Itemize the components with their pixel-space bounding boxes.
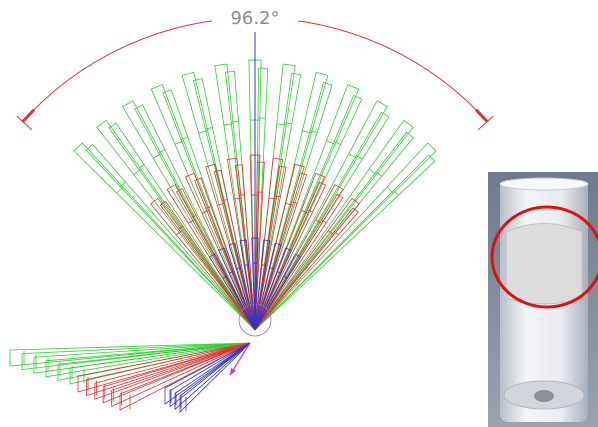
side-beam xyxy=(164,342,251,405)
detection-beam xyxy=(254,165,287,331)
extension-line xyxy=(16,115,33,131)
sensor-led xyxy=(534,390,554,402)
detection-beam xyxy=(254,154,436,331)
detection-beam xyxy=(254,157,284,331)
detection-beam xyxy=(254,197,360,331)
detection-beam xyxy=(208,253,256,331)
detection-beam xyxy=(108,122,256,331)
detection-beam xyxy=(213,169,256,331)
detection-beam xyxy=(254,242,282,331)
detection-beam xyxy=(254,72,302,331)
detection-beam xyxy=(175,188,256,331)
side-beam xyxy=(174,342,251,411)
detection-beam xyxy=(254,181,327,331)
detection-beam xyxy=(159,200,256,331)
detection-beam xyxy=(254,95,363,331)
detection-beam xyxy=(254,253,302,331)
detection-beam xyxy=(254,207,359,331)
sensor-photo xyxy=(488,172,598,427)
detection-beam xyxy=(218,247,256,331)
detection-beam xyxy=(254,239,271,331)
top-view-pattern xyxy=(73,59,437,337)
detection-beam xyxy=(239,239,256,331)
extension-line xyxy=(477,115,494,131)
detection-beam xyxy=(254,193,344,331)
detection-beam xyxy=(150,197,256,331)
detection-beam xyxy=(254,247,292,331)
detection-beam xyxy=(226,157,256,331)
arrow-head xyxy=(474,108,489,123)
detection-beam xyxy=(254,161,265,331)
detection-beam xyxy=(85,143,256,331)
detection-beam xyxy=(228,242,256,331)
side-view-pattern xyxy=(9,342,251,413)
detection-beam xyxy=(194,177,256,331)
angle-label: 96.2° xyxy=(230,8,279,29)
sensor-lens xyxy=(505,223,583,305)
side-beam xyxy=(179,342,251,413)
detection-beam xyxy=(254,172,308,331)
side-beam xyxy=(169,342,251,408)
detection-beam xyxy=(134,104,256,331)
label-background xyxy=(212,6,298,30)
detection-beam xyxy=(254,81,333,331)
arrow-head xyxy=(21,108,36,123)
highlight-circle xyxy=(490,205,598,309)
sensor-top xyxy=(499,177,589,191)
side-beam xyxy=(119,342,251,411)
arrow-tip xyxy=(230,368,236,375)
detection-beam xyxy=(234,164,256,331)
